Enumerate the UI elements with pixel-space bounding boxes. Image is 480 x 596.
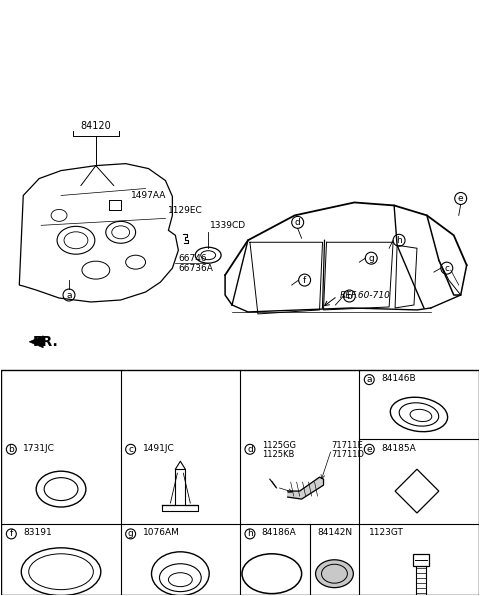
Text: d: d <box>295 218 300 227</box>
Text: 1076AM: 1076AM <box>143 529 180 538</box>
Text: 84146B: 84146B <box>381 374 416 383</box>
Text: h: h <box>396 236 402 245</box>
Text: REF.60-710: REF.60-710 <box>339 290 390 300</box>
Text: g: g <box>368 254 374 263</box>
Bar <box>1 370 479 595</box>
Text: f: f <box>10 529 13 538</box>
Text: 66736A: 66736A <box>179 263 213 272</box>
Text: e: e <box>458 194 464 203</box>
Text: e: e <box>366 445 372 454</box>
Text: b: b <box>9 445 14 454</box>
Text: 1129EC: 1129EC <box>168 206 203 215</box>
Bar <box>413 554 429 566</box>
Polygon shape <box>288 477 324 499</box>
Text: d: d <box>247 445 253 454</box>
Text: 71711D: 71711D <box>332 450 364 459</box>
Text: 1497AA: 1497AA <box>131 191 166 200</box>
Text: c: c <box>444 263 449 272</box>
Ellipse shape <box>315 560 353 588</box>
Text: 83191: 83191 <box>23 529 52 538</box>
Text: c: c <box>128 445 133 454</box>
Text: 1123GT: 1123GT <box>369 529 404 538</box>
Text: 1491JC: 1491JC <box>143 444 174 453</box>
Text: 1731JC: 1731JC <box>23 444 55 453</box>
Text: FR.: FR. <box>33 335 59 349</box>
Text: 1125GG: 1125GG <box>262 441 296 450</box>
Polygon shape <box>29 336 43 348</box>
Text: 84120: 84120 <box>81 121 111 131</box>
Text: 1125KB: 1125KB <box>262 450 294 459</box>
Text: 66746: 66746 <box>179 254 207 263</box>
Text: 71711E: 71711E <box>332 441 363 450</box>
Text: 84185A: 84185A <box>381 444 416 453</box>
Text: f: f <box>303 275 306 284</box>
Text: a: a <box>367 375 372 384</box>
Text: 84142N: 84142N <box>318 529 353 538</box>
Text: a: a <box>66 290 72 300</box>
Text: 84186A: 84186A <box>262 529 297 538</box>
Text: h: h <box>247 529 253 538</box>
Text: b: b <box>347 291 352 300</box>
Text: g: g <box>128 529 133 538</box>
Text: 1339CD: 1339CD <box>210 221 246 230</box>
